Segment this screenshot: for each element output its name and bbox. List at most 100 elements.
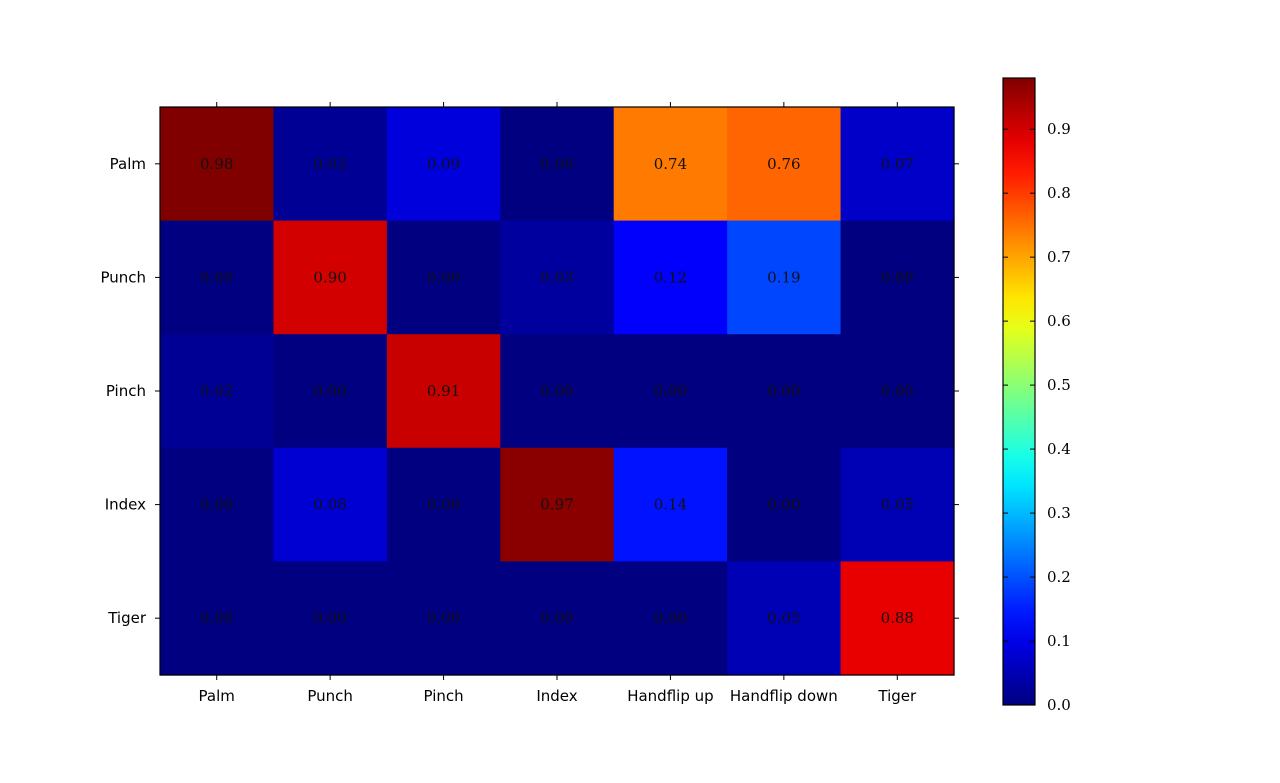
heatmap-cell bbox=[613, 220, 728, 335]
heatmap-cell bbox=[840, 220, 955, 335]
heatmap-cell-label: 0.00 bbox=[540, 609, 573, 627]
heatmap-cell-label: 0.00 bbox=[313, 609, 346, 627]
heatmap-cell bbox=[500, 334, 615, 449]
colorbar-tick-label: 0.8 bbox=[1047, 184, 1071, 202]
colorbar-tick-label: 0.4 bbox=[1047, 440, 1071, 458]
heatmap-cell-label: 0.00 bbox=[200, 268, 233, 286]
colorbar-tick-label: 0.5 bbox=[1047, 376, 1071, 394]
heatmap-cell bbox=[273, 334, 388, 449]
x-tick-label: Tiger bbox=[877, 687, 917, 705]
heatmap-cell bbox=[727, 107, 842, 222]
heatmap-cell-label: 0.07 bbox=[881, 155, 914, 173]
heatmap-cell-label: 0.00 bbox=[313, 382, 346, 400]
heatmap-cell-label: 0.19 bbox=[767, 268, 800, 286]
heatmap-cell bbox=[386, 447, 501, 562]
heatmap-cell-label: 0.00 bbox=[540, 382, 573, 400]
heatmap-cell bbox=[613, 447, 728, 562]
colorbar-tick-label: 0.0 bbox=[1047, 696, 1071, 714]
heatmap-cell bbox=[160, 447, 275, 562]
heatmap-cell-label: 0.00 bbox=[200, 609, 233, 627]
y-tick-label: Pinch bbox=[106, 382, 146, 400]
x-tick-label: Palm bbox=[199, 687, 235, 705]
heatmap-cell bbox=[727, 334, 842, 449]
heatmap-cell bbox=[840, 107, 955, 222]
colorbar-tick-label: 0.6 bbox=[1047, 312, 1071, 330]
heatmap-cell bbox=[386, 561, 501, 676]
heatmap-cell-label: 0.98 bbox=[200, 155, 233, 173]
heatmap-cell bbox=[160, 107, 275, 222]
heatmap-cell bbox=[500, 220, 615, 335]
colorbar-ticks bbox=[1003, 128, 1035, 706]
colorbar-tick-label: 0.9 bbox=[1047, 120, 1071, 138]
y-tick-label: Index bbox=[105, 496, 146, 514]
heatmap-cell-label: 0.00 bbox=[427, 609, 460, 627]
colorbar: 0.0 0.1 0.2 0.3 0.4 0.5 0.6 0.7 0.8 0.9 bbox=[1002, 77, 1071, 714]
heatmap-cell bbox=[273, 107, 388, 222]
heatmap-cell bbox=[840, 447, 955, 562]
heatmap-cell-label: 0.05 bbox=[881, 496, 914, 514]
heatmap-cell-label: 0.00 bbox=[767, 496, 800, 514]
heatmap-cell bbox=[500, 561, 615, 676]
x-axis-tick-labels: Palm Punch Pinch Index Handflip up Handflip d… bbox=[199, 687, 917, 705]
heatmap-cell bbox=[273, 561, 388, 676]
x-tick-label: Pinch bbox=[423, 687, 463, 705]
heatmap-cell bbox=[500, 447, 615, 562]
heatmap-cell-label: 0.12 bbox=[654, 268, 687, 286]
heatmap-cell-label: 0.02 bbox=[313, 155, 346, 173]
heatmap-cell bbox=[840, 561, 955, 676]
colorbar-tick-labels: 0.0 0.1 0.2 0.3 0.4 0.5 0.6 0.7 0.8 0.9 bbox=[1047, 120, 1071, 714]
heatmap-cell-label: 0.00 bbox=[540, 155, 573, 173]
heatmap-cell bbox=[386, 334, 501, 449]
colorbar-tick-label: 0.7 bbox=[1047, 248, 1071, 266]
heatmap-cell bbox=[386, 107, 501, 222]
y-tick-label: Palm bbox=[110, 155, 146, 173]
heatmap-cell-label: 0.90 bbox=[313, 268, 346, 286]
x-tick-label: Handflip down bbox=[730, 687, 838, 705]
heatmap-cell bbox=[613, 561, 728, 676]
heatmap-cell-label: 0.76 bbox=[767, 155, 800, 173]
colorbar-gradient bbox=[1002, 77, 1036, 706]
heatmap-cell-label: 0.00 bbox=[767, 382, 800, 400]
heatmap-cell-label: 0.97 bbox=[540, 496, 573, 514]
axis-ticks bbox=[155, 102, 959, 680]
heatmap-cell bbox=[273, 220, 388, 335]
x-tick-label: Index bbox=[536, 687, 577, 705]
heatmap-cell-label: 0.00 bbox=[881, 268, 914, 286]
heatmap-cell bbox=[727, 561, 842, 676]
heatmap-cell bbox=[386, 220, 501, 335]
heatmap-cell bbox=[500, 107, 615, 222]
heatmap-cell-label: 0.91 bbox=[427, 382, 460, 400]
heatmap-cell bbox=[840, 334, 955, 449]
heatmap-cell-label: 0.00 bbox=[200, 496, 233, 514]
heatmap-cell-label: 0.00 bbox=[427, 496, 460, 514]
heatmap-cell-label: 0.05 bbox=[767, 609, 800, 627]
heatmap-cell-label: 0.03 bbox=[540, 268, 573, 286]
colorbar-tick-label: 0.2 bbox=[1047, 568, 1071, 586]
heatmap-cell-label: 0.02 bbox=[200, 382, 233, 400]
heatmap-cell bbox=[613, 107, 728, 222]
heatmap-cell-label: 0.00 bbox=[654, 382, 687, 400]
heatmap-cell-label: 0.14 bbox=[654, 496, 687, 514]
x-tick-label: Punch bbox=[307, 687, 353, 705]
heatmap-cells bbox=[160, 107, 955, 676]
heatmap-cell-labels: 0.98 0.02 0.09 0.00 0.74 0.76 0.07 0.00 0.90 0.00… bbox=[200, 155, 914, 627]
heatmap-cell bbox=[160, 561, 275, 676]
heatmap-cell-label: 0.00 bbox=[881, 382, 914, 400]
heatmap-cell-label: 0.00 bbox=[654, 609, 687, 627]
colorbar-tick-label: 0.3 bbox=[1047, 504, 1071, 522]
heatmap-cell bbox=[160, 220, 275, 335]
x-tick-label: Handflip up bbox=[627, 687, 713, 705]
heatmap-cell-label: 0.00 bbox=[427, 268, 460, 286]
heatmap-cell bbox=[160, 334, 275, 449]
heatmap-cell bbox=[273, 447, 388, 562]
heatmap-cell-label: 0.08 bbox=[313, 496, 346, 514]
y-tick-label: Tiger bbox=[107, 609, 147, 627]
y-axis-tick-labels: Palm Punch Pinch Index Tiger bbox=[100, 155, 146, 627]
heatmap-cell-label: 0.74 bbox=[654, 155, 687, 173]
heatmap-cell-label: 0.09 bbox=[427, 155, 460, 173]
heatmap-cell bbox=[727, 447, 842, 562]
y-tick-label: Punch bbox=[100, 268, 146, 286]
heatmap-cell bbox=[613, 334, 728, 449]
colorbar-tick-label: 0.1 bbox=[1047, 632, 1071, 650]
